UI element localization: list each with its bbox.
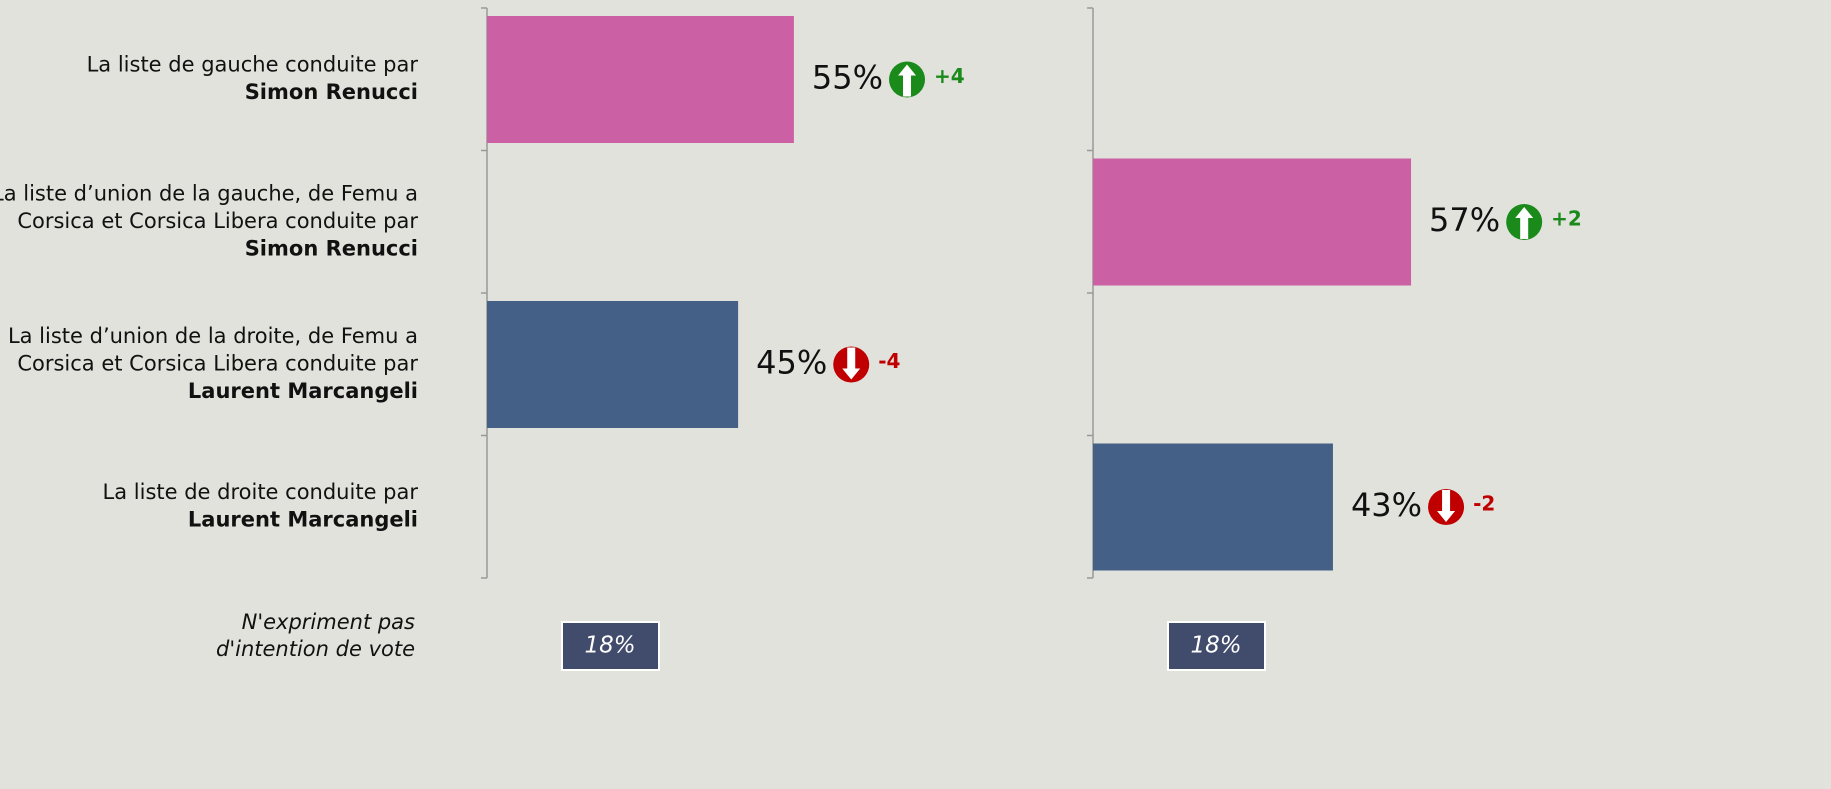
bar [487,16,794,143]
category-label: Corsica et Corsica Libera conduite par [17,351,418,375]
value-label: 45% [756,344,827,382]
category-name: Laurent Marcangeli [188,379,418,403]
arrow-up-icon [1506,204,1543,240]
bar [1093,158,1412,286]
change-label: +4 [934,64,965,88]
bar [1093,443,1333,571]
arrow-up-icon [889,61,926,98]
arrow-down-icon [1428,489,1465,525]
bar [487,301,739,428]
change-label: -2 [1473,492,1495,516]
abstention-box [1167,621,1266,671]
arrow [1437,490,1456,522]
value-label: 55% [812,59,883,97]
abstention-label: d'intention de vote [216,637,415,661]
abstention-value: 18% [1190,633,1241,659]
arrow [1515,207,1534,239]
value-label: 57% [1429,201,1500,239]
value-label: 43% [1351,486,1422,524]
category-label: La liste d’union de la gauche, de Femu a [0,181,418,205]
category-name: Laurent Marcangeli [188,508,418,532]
abstention-label: N'expriment pas [242,610,415,634]
category-label: La liste de droite conduite par [103,480,419,504]
category-name: Simon Renucci [245,80,418,104]
abstention-value: 18% [584,633,635,659]
category-name: Simon Renucci [245,236,418,260]
arrow [898,64,917,97]
category-label: Corsica et Corsica Libera conduite par [17,209,418,233]
category-label: La liste d’union de la droite, de Femu a [8,324,418,348]
arrow [842,347,861,380]
abstention-box [561,621,660,671]
arrow-down-icon [833,346,870,383]
change-label: +2 [1551,207,1582,231]
category-label: La liste de gauche conduite par [87,53,419,77]
change-label: -4 [878,349,900,373]
